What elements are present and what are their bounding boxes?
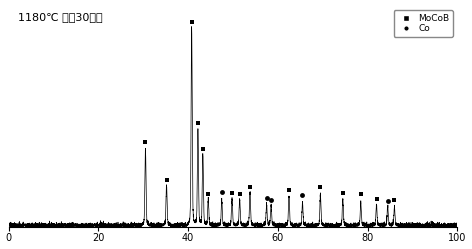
Text: 1180℃ 保温30分钟: 1180℃ 保温30分钟 xyxy=(17,12,102,22)
Legend: MoCoB, Co: MoCoB, Co xyxy=(394,10,453,37)
